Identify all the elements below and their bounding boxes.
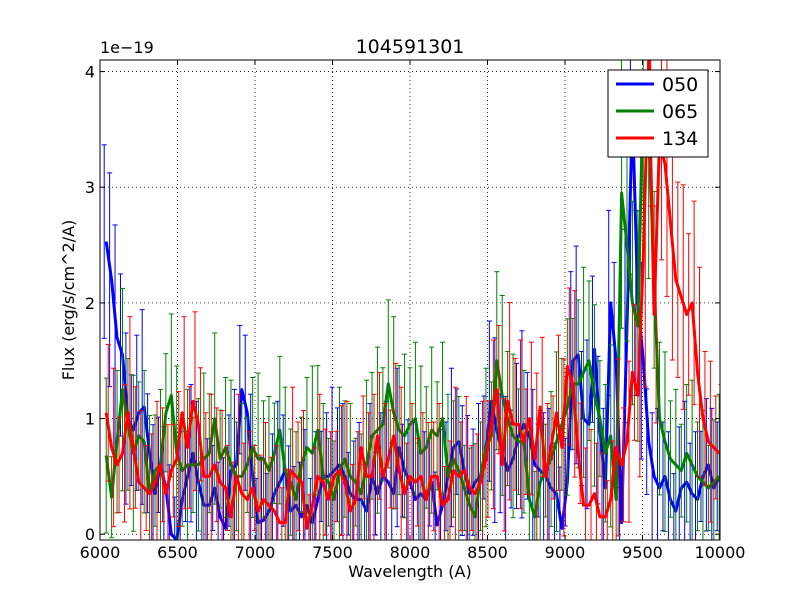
series-134 — [104, 60, 720, 540]
y-tick-label: 3 — [85, 178, 95, 197]
x-tick-label: 8000 — [390, 543, 431, 562]
legend: 050 065 134 — [607, 69, 709, 158]
x-tick-label: 7500 — [312, 543, 353, 562]
legend-label-065: 065 — [662, 101, 698, 123]
y-tick-label: 2 — [85, 294, 95, 313]
x-axis-label: Wavelength (A) — [348, 562, 471, 581]
x-tick-label: 7000 — [235, 543, 276, 562]
y-tick-label: 4 — [85, 63, 95, 82]
x-tick-label: 6500 — [157, 543, 198, 562]
plot-area — [101, 60, 720, 540]
y-axis-label: Flux (erg/s/cm^2/A) — [59, 220, 78, 381]
legend-label-134: 134 — [662, 128, 698, 150]
chart-title: 104591301 — [356, 36, 465, 58]
y-scale-label: 1e−19 — [100, 38, 154, 57]
series-line-134 — [104, 60, 720, 530]
axis-ticks: 6000 6500 7000 7500 8000 8500 9000 9500 10000 0 1 2… — [80, 60, 746, 562]
legend-label-050: 050 — [662, 74, 698, 96]
x-tick-label: 9500 — [622, 543, 663, 562]
y-tick-label: 0 — [85, 525, 95, 544]
x-tick-label: 10000 — [695, 543, 746, 562]
y-tick-label: 1 — [85, 410, 95, 429]
series-065 — [103, 60, 720, 540]
x-tick-label: 8500 — [467, 543, 508, 562]
x-tick-label: 9000 — [545, 543, 586, 562]
x-tick-label: 6000 — [80, 543, 121, 562]
